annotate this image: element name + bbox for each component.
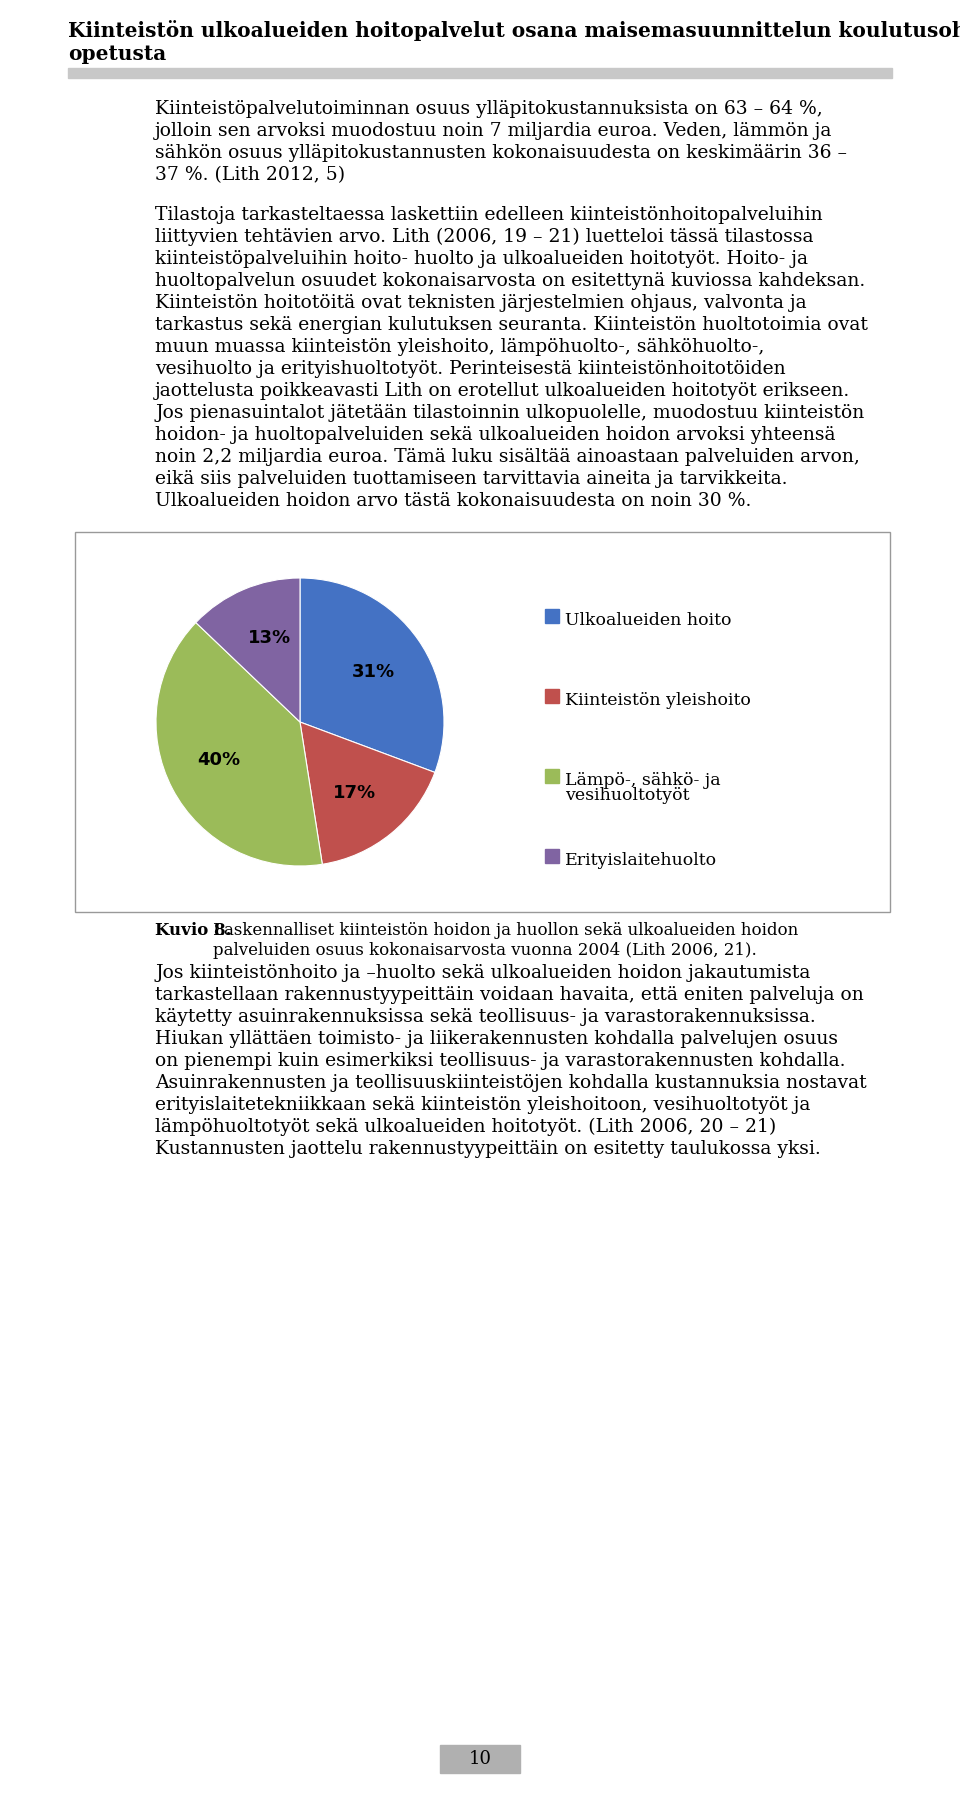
Text: vesihuolto ja erityishuoltotyöt. Perinteisestä kiinteistönhoitotöiden: vesihuolto ja erityishuoltotyöt. Perinte… (155, 360, 785, 378)
Text: Kiinteistön ulkoalueiden hoitopalvelut osana maisemasuunnittelun koulutusohjelma: Kiinteistön ulkoalueiden hoitopalvelut o… (68, 20, 960, 41)
Text: tarkastellaan rakennustyypeittäin voidaan havaita, että eniten palveluja on: tarkastellaan rakennustyypeittäin voidaa… (155, 985, 864, 1003)
Wedge shape (196, 577, 300, 723)
Text: muun muassa kiinteistön yleishoito, lämpöhuolto-, sähköhuolto-,: muun muassa kiinteistön yleishoito, lämp… (155, 338, 764, 356)
Text: Asuinrakennusten ja teollisuuskiinteistöjen kohdalla kustannuksia nostavat: Asuinrakennusten ja teollisuuskiinteistö… (155, 1073, 867, 1091)
Text: Tilastoja tarkasteltaessa laskettiin edelleen kiinteistönhoitopalveluihin: Tilastoja tarkasteltaessa laskettiin ede… (155, 207, 823, 225)
Text: jaottelusta poikkeavasti Lith on erotellut ulkoalueiden hoitotyöt erikseen.: jaottelusta poikkeavasti Lith on erotell… (155, 381, 851, 399)
Text: eikä siis palveluiden tuottamiseen tarvittavia aineita ja tarvikkeita.: eikä siis palveluiden tuottamiseen tarvi… (155, 469, 787, 487)
Bar (68, 68, 892, 77)
Text: Jos pienasuintalot jätetään tilastoinnin ulkopuolelle, muodostuu kiinteistön: Jos pienasuintalot jätetään tilastoinnin… (155, 405, 864, 423)
Bar (545, 689, 559, 703)
Text: hoidon- ja huoltopalveluiden sekä ulkoalueiden hoidon arvoksi yhteensä: hoidon- ja huoltopalveluiden sekä ulkoal… (155, 426, 835, 444)
Text: liittyvien tehtävien arvo. Lith (2006, 19 – 21) luetteloi tässä tilastossa: liittyvien tehtävien arvo. Lith (2006, 1… (155, 228, 813, 246)
Bar (545, 849, 559, 863)
Text: Jos kiinteistönhoito ja –huolto sekä ulkoalueiden hoidon jakautumista: Jos kiinteistönhoito ja –huolto sekä ulk… (155, 964, 810, 982)
Wedge shape (300, 723, 435, 865)
Bar (440, 1746, 520, 1773)
Text: 40%: 40% (198, 752, 241, 770)
Text: kiinteistöpalveluihin hoito- huolto ja ulkoalueiden hoitotyöt. Hoito- ja: kiinteistöpalveluihin hoito- huolto ja u… (155, 250, 808, 268)
Bar (545, 610, 559, 622)
Text: opetusta: opetusta (68, 43, 166, 65)
Text: sähkön osuus ylläpitokustannusten kokonaisuudesta on keskimäärin 36 –: sähkön osuus ylläpitokustannusten kokona… (155, 144, 847, 162)
Text: Ulkoalueiden hoito: Ulkoalueiden hoito (565, 611, 732, 629)
Text: lämpöhuoltotyöt sekä ulkoalueiden hoitotyöt. (Lith 2006, 20 – 21): lämpöhuoltotyöt sekä ulkoalueiden hoitot… (155, 1118, 777, 1136)
Text: 37 %. (Lith 2012, 5): 37 %. (Lith 2012, 5) (155, 165, 346, 183)
Text: Laskennalliset kiinteistön hoidon ja huollon sekä ulkoalueiden hoidon: Laskennalliset kiinteistön hoidon ja huo… (213, 922, 799, 939)
Text: 17%: 17% (333, 784, 376, 802)
Text: erityislaitetekniikkaan sekä kiinteistön yleishoitoon, vesihuoltotyöt ja: erityislaitetekniikkaan sekä kiinteistön… (155, 1097, 810, 1115)
Text: 10: 10 (468, 1749, 492, 1767)
Text: Erityislaitehuolto: Erityislaitehuolto (565, 852, 717, 868)
Bar (75, 532, 890, 912)
Wedge shape (156, 622, 323, 867)
Text: tarkastus sekä energian kulutuksen seuranta. Kiinteistön huoltotoimia ovat: tarkastus sekä energian kulutuksen seura… (155, 316, 868, 334)
Text: käytetty asuinrakennuksissa sekä teollisuus- ja varastorakennuksissa.: käytetty asuinrakennuksissa sekä teollis… (155, 1009, 816, 1027)
Text: jolloin sen arvoksi muodostuu noin 7 miljardia euroa. Veden, lämmön ja: jolloin sen arvoksi muodostuu noin 7 mil… (155, 122, 832, 140)
Text: Kuvio 8.: Kuvio 8. (155, 922, 231, 939)
Wedge shape (300, 577, 444, 773)
Text: palveluiden osuus kokonaisarvosta vuonna 2004 (Lith 2006, 21).: palveluiden osuus kokonaisarvosta vuonna… (213, 942, 756, 958)
Text: Kiinteistöpalvelutoiminnan osuus ylläpitokustannuksista on 63 – 64 %,: Kiinteistöpalvelutoiminnan osuus ylläpit… (155, 101, 823, 119)
Bar (545, 770, 559, 782)
Text: noin 2,2 miljardia euroa. Tämä luku sisältää ainoastaan palveluiden arvon,: noin 2,2 miljardia euroa. Tämä luku sisä… (155, 448, 860, 466)
Text: vesihuoltotyöt: vesihuoltotyöt (565, 786, 689, 804)
Text: Lämpö-, sähkö- ja: Lämpö-, sähkö- ja (565, 771, 721, 789)
Text: Hiukan yllättäen toimisto- ja liikerakennusten kohdalla palvelujen osuus: Hiukan yllättäen toimisto- ja liikeraken… (155, 1030, 838, 1048)
Text: Kustannusten jaottelu rakennustyypeittäin on esitetty taulukossa yksi.: Kustannusten jaottelu rakennustyypeittäi… (155, 1140, 821, 1158)
Text: on pienempi kuin esimerkiksi teollisuus- ja varastorakennusten kohdalla.: on pienempi kuin esimerkiksi teollisuus-… (155, 1052, 846, 1070)
Text: huoltopalvelun osuudet kokonaisarvosta on esitettynä kuviossa kahdeksan.: huoltopalvelun osuudet kokonaisarvosta o… (155, 271, 865, 289)
Text: 31%: 31% (352, 663, 396, 681)
Text: Kiinteistön hoitotöitä ovat teknisten järjestelmien ohjaus, valvonta ja: Kiinteistön hoitotöitä ovat teknisten jä… (155, 295, 806, 313)
Text: 13%: 13% (249, 629, 291, 647)
Text: Ulkoalueiden hoidon arvo tästä kokonaisuudesta on noin 30 %.: Ulkoalueiden hoidon arvo tästä kokonaisu… (155, 493, 752, 511)
Text: Kiinteistön yleishoito: Kiinteistön yleishoito (565, 692, 751, 708)
